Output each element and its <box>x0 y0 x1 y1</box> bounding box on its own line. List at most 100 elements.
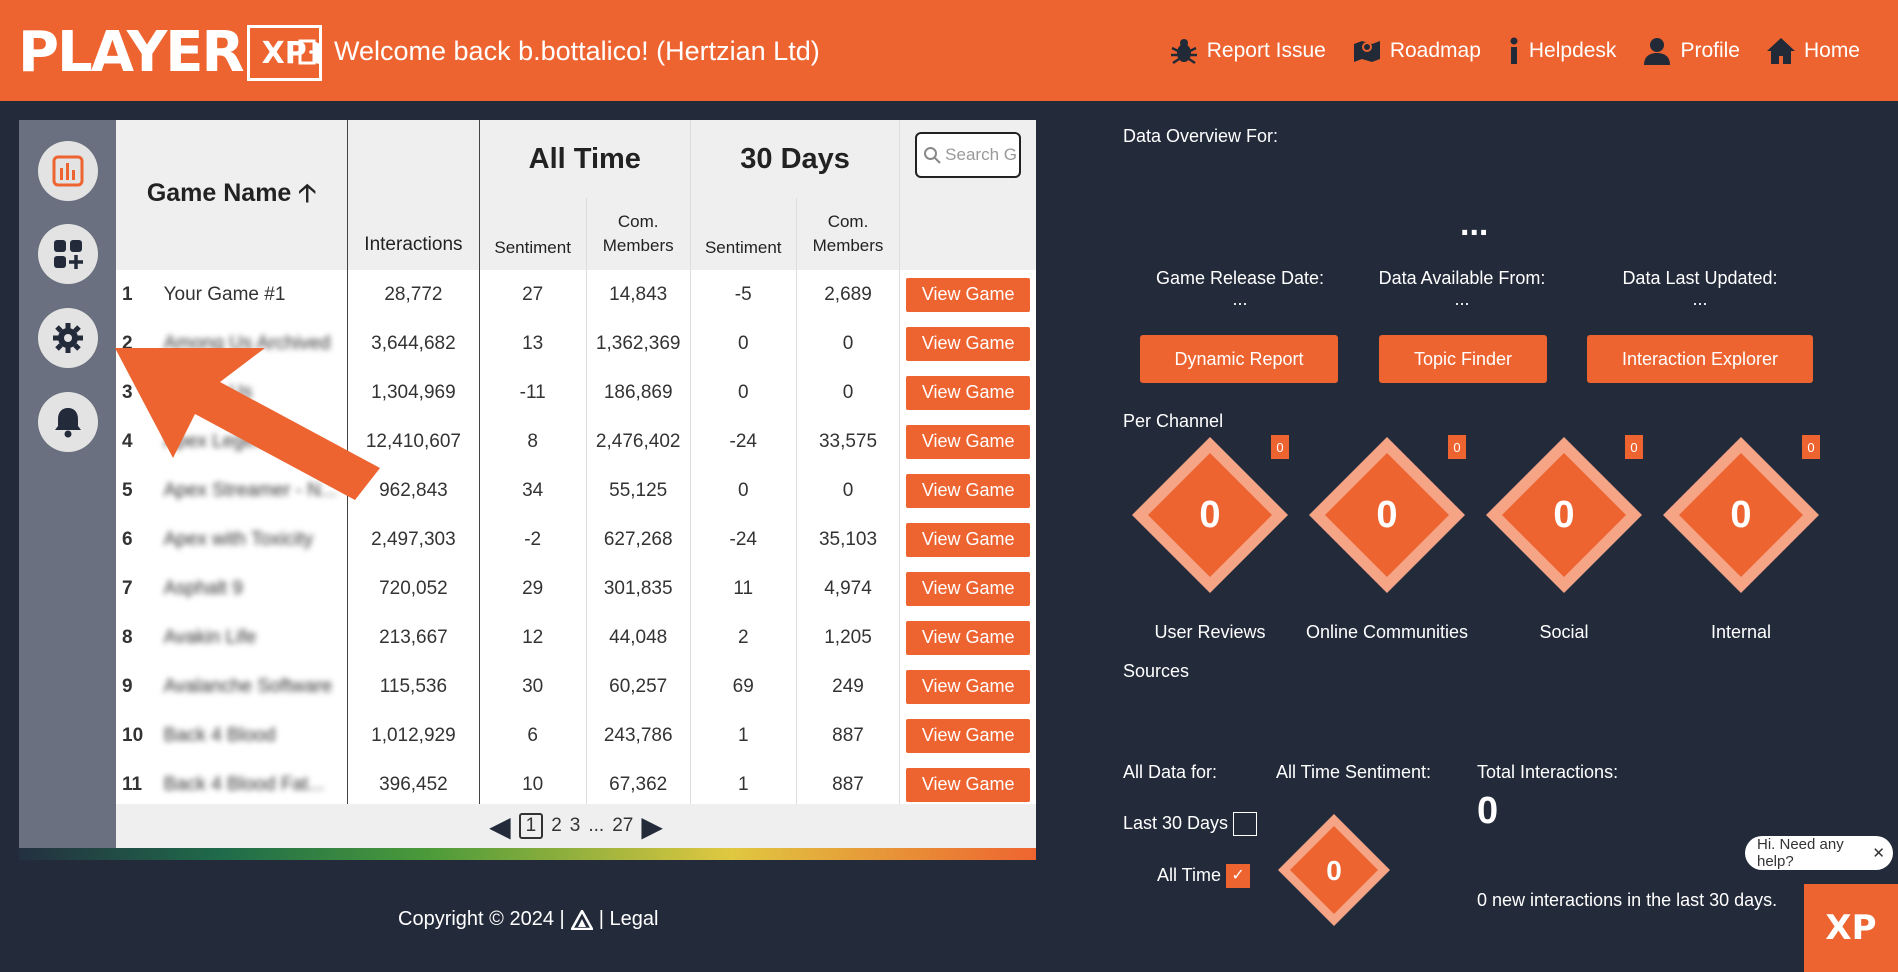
game-name-header[interactable]: Game Name 🡡 <box>116 120 349 270</box>
sentiment-30-cell: -5 <box>690 270 797 319</box>
xp-chat-launcher[interactable]: XP <box>1804 884 1898 972</box>
player-xp-logo[interactable]: PLAYER XP <box>18 22 322 84</box>
updated-label: Data Last Updated: <box>1622 268 1778 288</box>
nav-roadmap[interactable]: Roadmap <box>1352 36 1481 66</box>
game-name-cell[interactable]: Avalanche Software <box>162 662 349 711</box>
exit-door-icon[interactable] <box>296 37 324 67</box>
view-game-cell: View Game <box>900 417 1036 466</box>
channel-label: Social <box>1539 622 1589 642</box>
dynamic-report-button[interactable]: Dynamic Report <box>1140 335 1338 383</box>
sentiment-diamond: 0 <box>1278 814 1390 926</box>
game-name-cell[interactable]: Among Us <box>162 368 349 417</box>
game-name-cell[interactable]: Back 4 Blood Fat... <box>162 760 349 809</box>
page-current[interactable]: 1 <box>518 813 544 839</box>
sentiment-all-cell: 6 <box>479 711 587 760</box>
table-row: 10 Back 4 Blood 1,012,929 6 243,786 1 887 View … <box>116 711 1036 760</box>
sentiment-all-cell: -2 <box>479 515 587 564</box>
legal-link[interactable]: | Legal <box>598 908 659 930</box>
channel-badge: 0 <box>1448 435 1466 459</box>
interaction-explorer-button[interactable]: Interaction Explorer <box>1587 335 1813 383</box>
game-name-cell[interactable]: Apex Streamer - N... <box>162 466 349 515</box>
row-number: 1 <box>122 283 133 305</box>
welcome-text: Welcome back b.bottalico! (Hertzian Ltd) <box>334 36 820 66</box>
game-name-cell[interactable]: Asphalt 9 <box>162 564 349 613</box>
nav-helpdesk[interactable]: Helpdesk <box>1507 36 1616 66</box>
col-sentiment-all[interactable]: Sentiment <box>479 198 587 270</box>
view-game-cell: View Game <box>900 760 1036 809</box>
help-close-icon[interactable]: ✕ <box>1872 845 1885 862</box>
view-game-button[interactable]: View Game <box>906 620 1031 655</box>
page-link[interactable]: 2 <box>551 815 562 836</box>
channel-value: 0 <box>1376 494 1397 536</box>
row-number: 4 <box>122 430 133 452</box>
copyright-text: Copyright © 2024 | <box>398 908 565 930</box>
sentiment-30-cell: 0 <box>690 368 797 417</box>
view-game-button[interactable]: View Game <box>906 473 1031 508</box>
game-name-cell[interactable]: Avakin Life <box>162 613 349 662</box>
sidebar-settings-button[interactable] <box>38 308 98 368</box>
last30-checkbox[interactable] <box>1233 812 1258 836</box>
com-members-all-cell: 627,268 <box>586 515 691 564</box>
game-name-cell[interactable]: Among Us Archived <box>162 319 349 368</box>
nav-profile[interactable]: Profile <box>1642 36 1740 66</box>
com-members-all-cell: 44,048 <box>586 613 691 662</box>
com-members-30-cell: 1,205 <box>796 613 901 662</box>
sidebar-dashboard-button[interactable] <box>38 141 98 201</box>
view-game-button[interactable]: View Game <box>906 571 1031 606</box>
sentiment-30-cell: -24 <box>690 417 797 466</box>
view-game-button[interactable]: View Game <box>906 522 1031 557</box>
com-members-all-cell: 1,362,369 <box>586 319 691 368</box>
view-game-button[interactable]: View Game <box>906 669 1031 704</box>
view-game-button[interactable]: View Game <box>906 424 1031 459</box>
table-row: 11 Back 4 Blood Fat... 396,452 10 67,362 1 887… <box>116 760 1036 809</box>
com-members-all-cell: 243,786 <box>586 711 691 760</box>
channel-diamond[interactable]: 0 <box>1661 435 1821 595</box>
view-game-button[interactable]: View Game <box>906 375 1031 410</box>
col-sentiment-30[interactable]: Sentiment <box>690 198 797 270</box>
game-name-header-label: Game Name <box>146 178 292 207</box>
nav-label: Roadmap <box>1389 39 1481 62</box>
game-name-cell[interactable]: Your Game #1 <box>162 270 349 319</box>
row-number: 2 <box>122 332 133 354</box>
col-com-members-30[interactable]: Com. Members <box>796 198 901 270</box>
release-date: Game Release Date: ... <box>1140 268 1340 310</box>
help-bubble[interactable]: Hi. Need any help? ✕ <box>1745 836 1893 870</box>
search-input[interactable]: Search G <box>915 132 1022 178</box>
game-name-cell[interactable]: Apex with Toxicity <box>162 515 349 564</box>
next-page-icon[interactable]: ▶ <box>641 810 663 842</box>
view-game-button[interactable]: View Game <box>906 718 1031 753</box>
channel-badge: 0 <box>1802 435 1820 459</box>
nav-home[interactable]: Home <box>1766 36 1860 66</box>
page-link-last[interactable]: 27 <box>612 815 634 836</box>
channel-badge: 0 <box>1625 435 1643 459</box>
view-game-button[interactable]: View Game <box>906 277 1031 312</box>
page-link[interactable]: 3 <box>569 815 581 836</box>
channel-diamond[interactable]: 0 <box>1130 435 1290 595</box>
nav-label: Profile <box>1680 39 1740 62</box>
channel-diamond[interactable]: 0 <box>1307 435 1467 595</box>
nav-report-issue[interactable]: Report Issue <box>1169 36 1326 66</box>
interactions-cell: 720,052 <box>347 564 480 613</box>
interactions-cell: 3,644,682 <box>347 319 480 368</box>
interactions-cell: 396,452 <box>347 760 480 809</box>
sidebar-notifications-button[interactable] <box>38 392 98 452</box>
channel-diamond[interactable]: 0 <box>1484 435 1644 595</box>
sidebar-add-widget-button[interactable] <box>38 224 98 284</box>
view-game-button[interactable]: View Game <box>906 767 1031 802</box>
view-game-button[interactable]: View Game <box>906 326 1031 361</box>
view-game-cell: View Game <box>900 368 1036 417</box>
sentiment-all-cell: 10 <box>479 760 587 809</box>
game-name-cell[interactable]: Apex Legends <box>162 417 349 466</box>
table-row: 3 Among Us 1,304,969 -11 186,869 0 0 View Game <box>116 368 1036 417</box>
com-members-30-cell: 0 <box>796 368 901 417</box>
col-interactions[interactable]: Interactions <box>347 120 480 270</box>
games-panel: Game Name 🡡 Interactions All Time 30 Day… <box>19 120 1036 860</box>
prev-page-icon[interactable]: ◀ <box>489 810 511 842</box>
col-com-members-all[interactable]: Com. Members <box>586 198 691 270</box>
com-members-all-cell: 186,869 <box>586 368 691 417</box>
alltime-checkbox[interactable]: ✓ <box>1226 864 1251 888</box>
game-name-cell[interactable]: Back 4 Blood <box>162 711 349 760</box>
nav-label: Home <box>1803 39 1860 62</box>
group-30-days: 30 Days <box>690 120 901 198</box>
topic-finder-button[interactable]: Topic Finder <box>1379 335 1547 383</box>
